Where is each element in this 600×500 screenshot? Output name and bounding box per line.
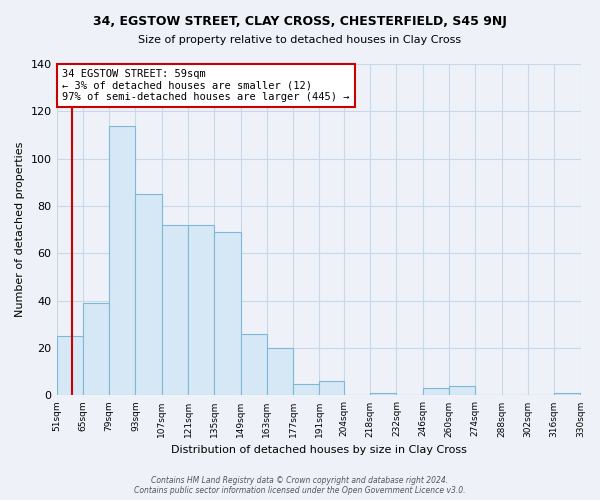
Y-axis label: Number of detached properties: Number of detached properties bbox=[15, 142, 25, 318]
Text: Contains HM Land Registry data © Crown copyright and database right 2024.
Contai: Contains HM Land Registry data © Crown c… bbox=[134, 476, 466, 495]
Bar bbox=[293, 384, 319, 396]
Bar bbox=[56, 336, 83, 396]
Text: 34 EGSTOW STREET: 59sqm
← 3% of detached houses are smaller (12)
97% of semi-det: 34 EGSTOW STREET: 59sqm ← 3% of detached… bbox=[62, 68, 350, 102]
Bar bbox=[449, 386, 475, 396]
Bar bbox=[267, 348, 293, 396]
X-axis label: Distribution of detached houses by size in Clay Cross: Distribution of detached houses by size … bbox=[170, 445, 466, 455]
Bar bbox=[423, 388, 449, 396]
Bar bbox=[214, 232, 241, 396]
Bar bbox=[109, 126, 136, 396]
Bar bbox=[162, 225, 188, 396]
Text: 34, EGSTOW STREET, CLAY CROSS, CHESTERFIELD, S45 9NJ: 34, EGSTOW STREET, CLAY CROSS, CHESTERFI… bbox=[93, 15, 507, 28]
Bar bbox=[370, 393, 397, 396]
Bar bbox=[83, 303, 109, 396]
Bar bbox=[188, 225, 214, 396]
Text: Size of property relative to detached houses in Clay Cross: Size of property relative to detached ho… bbox=[139, 35, 461, 45]
Bar bbox=[319, 381, 344, 396]
Bar bbox=[241, 334, 267, 396]
Bar bbox=[136, 194, 162, 396]
Bar bbox=[554, 393, 580, 396]
